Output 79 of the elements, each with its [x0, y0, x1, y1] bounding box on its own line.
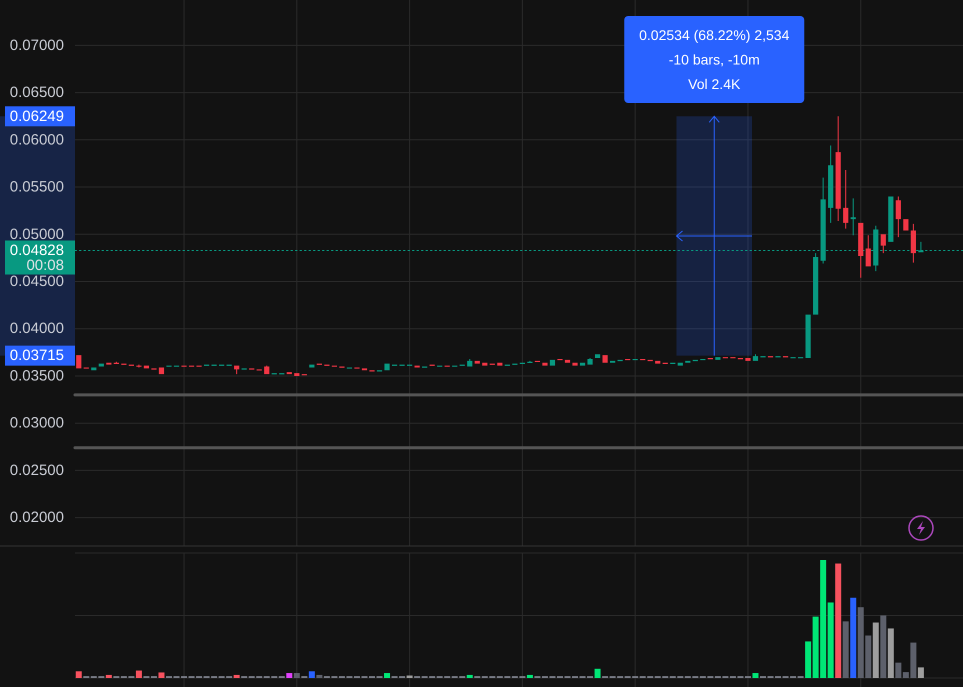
candlestick — [264, 366, 270, 374]
y-tick-label: 0.06500 — [10, 84, 64, 102]
candlestick — [136, 364, 142, 368]
bar — [466, 674, 473, 678]
candlestick — [497, 362, 502, 366]
candlestick — [294, 373, 300, 376]
bar — [880, 615, 886, 678]
bar — [752, 673, 758, 678]
bar — [158, 672, 164, 678]
bar — [106, 674, 112, 678]
bar — [858, 607, 864, 678]
y-tick-label: 0.02500 — [10, 462, 64, 479]
y-tick-label: 0.04000 — [10, 320, 64, 338]
bar — [526, 674, 533, 678]
candlestick — [98, 364, 104, 367]
y-tick-label: 0.05500 — [10, 178, 64, 196]
candlestick — [843, 170, 848, 229]
bar — [76, 671, 82, 678]
candlestick — [715, 357, 720, 360]
candlestick — [76, 355, 82, 368]
bar — [888, 628, 894, 678]
text: 0.03715 — [10, 347, 64, 364]
candlestick — [467, 358, 472, 367]
y-tick-label: 0.03000 — [10, 414, 64, 432]
candlestick — [880, 234, 886, 254]
y-tick-label: 0.05000 — [10, 226, 64, 243]
candlestick — [144, 366, 150, 368]
candlestick — [910, 224, 916, 263]
text: 0.06249 — [10, 108, 64, 125]
bar — [384, 673, 390, 678]
annotation: 0.02534 (68.22%) 2,534 -10 bars, -10m Vol 2.4K — [639, 27, 790, 92]
candlestick — [850, 198, 856, 236]
bar — [294, 673, 300, 678]
candlestick — [474, 360, 480, 364]
candlestick — [813, 253, 818, 315]
bar — [842, 621, 849, 678]
bar — [308, 671, 315, 678]
y-tick-label: 0.02000 — [10, 509, 64, 526]
y-tick-label: 0.03500 — [10, 367, 64, 384]
candlestick — [91, 367, 96, 370]
bar — [316, 674, 322, 678]
candlestick — [836, 116, 841, 222]
y-tick-label: 0.07000 — [10, 36, 64, 54]
bar — [594, 668, 601, 678]
candlestick — [896, 196, 901, 238]
candlestick — [602, 355, 608, 363]
candlestick — [745, 358, 751, 361]
bar — [234, 674, 240, 678]
ref-line-label: 0.04828 — [10, 242, 64, 260]
candlestick — [550, 360, 556, 366]
text: 00:08 — [26, 257, 64, 274]
bar — [136, 670, 142, 678]
candlestick — [903, 219, 908, 230]
bar — [918, 667, 924, 678]
candlestick — [482, 362, 488, 366]
bar — [872, 622, 879, 678]
candlestick — [866, 235, 871, 266]
candlestick — [828, 145, 834, 223]
candlestick — [806, 314, 811, 358]
candlestick — [587, 358, 593, 365]
bar — [835, 564, 842, 678]
candlestick — [752, 354, 758, 361]
candlestick — [655, 360, 660, 364]
candlestick — [572, 362, 578, 366]
candlestick — [384, 364, 390, 370]
candlestick — [158, 367, 164, 374]
candlestick — [858, 222, 864, 278]
candlestick — [309, 364, 314, 368]
candlestick — [594, 354, 600, 358]
bar — [850, 598, 856, 678]
candlestick — [234, 366, 240, 374]
candlestick — [888, 196, 894, 242]
y-tick-label: 0.06000 — [10, 131, 64, 148]
bar — [865, 636, 872, 678]
candlestick — [678, 362, 683, 366]
candlestick — [542, 362, 548, 366]
candlestick — [580, 362, 586, 366]
bar — [286, 673, 292, 678]
y-tick-label: 0.04500 — [10, 273, 64, 290]
